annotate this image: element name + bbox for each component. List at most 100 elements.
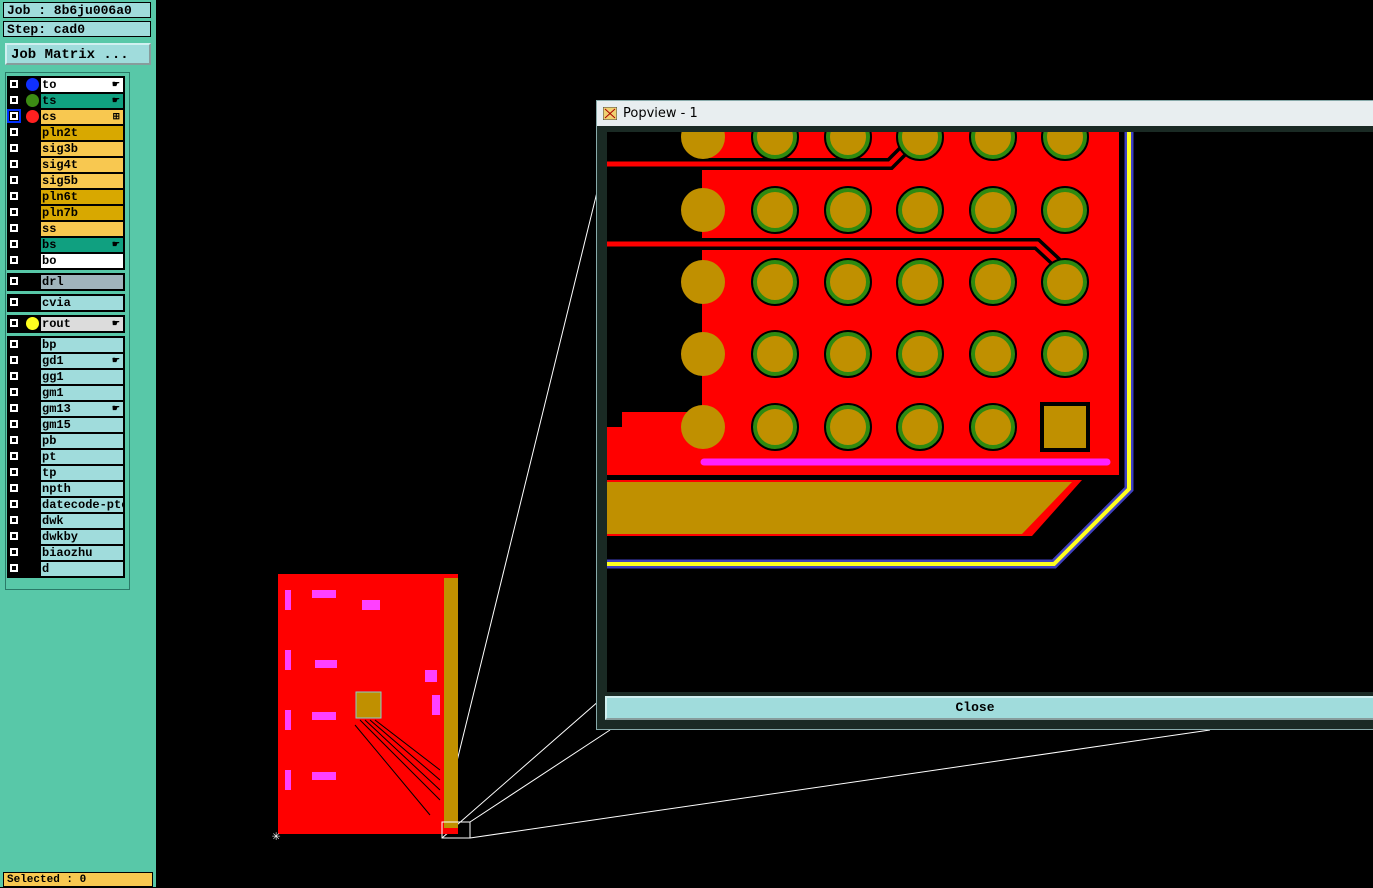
layer-checkbox[interactable]: [9, 499, 19, 509]
layer-checkbox[interactable]: [9, 387, 19, 397]
layer-row-biaozhu[interactable]: biaozhu: [7, 546, 125, 560]
layer-name[interactable]: sig3b: [41, 142, 123, 156]
layer-name[interactable]: gd1 ☛: [41, 354, 123, 368]
layer-checkbox[interactable]: [9, 239, 19, 249]
layer-checkbox[interactable]: [9, 531, 19, 541]
layer-name[interactable]: gg1: [41, 370, 123, 384]
popview-titlebar[interactable]: Popview - 1: [597, 101, 1373, 126]
layer-checkbox[interactable]: [9, 339, 19, 349]
layer-row-sig5b[interactable]: sig5b: [7, 174, 125, 188]
layer-row-gm1[interactable]: gm1: [7, 386, 125, 400]
layer-name[interactable]: bs ☛: [41, 238, 123, 252]
layer-checkbox[interactable]: [9, 95, 19, 105]
layer-checkbox[interactable]: [9, 143, 19, 153]
layer-name[interactable]: pln2t: [41, 126, 123, 140]
close-button[interactable]: Close: [605, 696, 1373, 720]
layer-row-pb[interactable]: pb: [7, 434, 125, 448]
layer-checkbox[interactable]: [9, 191, 19, 201]
layer-checkbox[interactable]: [9, 451, 19, 461]
popview-canvas[interactable]: [607, 132, 1373, 692]
layer-row-ts[interactable]: ts ☛: [7, 94, 125, 108]
layer-name[interactable]: gm15: [41, 418, 123, 432]
layer-row-bs[interactable]: bs ☛: [7, 238, 125, 252]
layer-row-dwkby[interactable]: dwkby: [7, 530, 125, 544]
layer-row-pln7b[interactable]: pln7b: [7, 206, 125, 220]
layer-checkbox[interactable]: [9, 435, 19, 445]
layer-name[interactable]: d: [41, 562, 123, 576]
layer-row-gg1[interactable]: gg1: [7, 370, 125, 384]
layer-checkbox[interactable]: [9, 371, 19, 381]
layer-name[interactable]: dwkby: [41, 530, 123, 544]
layer-row-cvia[interactable]: cvia: [7, 296, 125, 310]
layer-row-dwk[interactable]: dwk: [7, 514, 125, 528]
layer-row-pt[interactable]: pt: [7, 450, 125, 464]
layer-row-drl[interactable]: drl: [7, 275, 125, 289]
layer-row-pln2t[interactable]: pln2t: [7, 126, 125, 140]
layer-row-datecode-ptc[interactable]: datecode-ptc: [7, 498, 125, 512]
layer-row-gm13[interactable]: gm13 ☛: [7, 402, 125, 416]
layer-checkbox[interactable]: [9, 467, 19, 477]
layer-name[interactable]: tp: [41, 466, 123, 480]
layer-row-d[interactable]: d: [7, 562, 125, 576]
layer-color-dot-icon[interactable]: [26, 94, 39, 107]
layer-name[interactable]: cvia: [41, 296, 123, 310]
layer-name[interactable]: pln7b: [41, 206, 123, 220]
layer-checkbox[interactable]: [9, 483, 19, 493]
layer-checkbox[interactable]: [9, 276, 19, 286]
layer-checkbox[interactable]: [9, 419, 19, 429]
layer-checkbox[interactable]: [9, 515, 19, 525]
layer-checkbox[interactable]: [9, 207, 19, 217]
layer-checkbox[interactable]: [9, 255, 19, 265]
layer-row-cs[interactable]: cs ⊞: [7, 109, 125, 124]
layer-color-dot-icon[interactable]: [26, 78, 39, 91]
layer-checkbox[interactable]: [9, 223, 19, 233]
layer-row-gm15[interactable]: gm15: [7, 418, 125, 432]
layer-name[interactable]: drl: [41, 275, 123, 289]
layer-name[interactable]: pln6t: [41, 190, 123, 204]
layer-row-tp[interactable]: tp: [7, 466, 125, 480]
layer-row-gd1[interactable]: gd1 ☛: [7, 354, 125, 368]
layer-row-to[interactable]: to ☛: [7, 78, 125, 92]
layer-row-bo[interactable]: bo: [7, 254, 125, 268]
layer-name[interactable]: to ☛: [41, 78, 123, 92]
layer-name[interactable]: biaozhu: [41, 546, 123, 560]
layer-checkbox[interactable]: [9, 318, 19, 328]
layer-name[interactable]: bp: [41, 338, 123, 352]
layer-row-ss[interactable]: ss: [7, 222, 125, 236]
layer-color-dot-icon[interactable]: [26, 110, 39, 123]
layer-name[interactable]: gm13 ☛: [41, 402, 123, 416]
layer-name[interactable]: bo: [41, 254, 123, 268]
layer-checkbox[interactable]: [9, 127, 19, 137]
layer-row-bp[interactable]: bp: [7, 338, 125, 352]
layer-name[interactable]: gm1: [41, 386, 123, 400]
board-thumbnail[interactable]: ✳: [272, 574, 471, 844]
layer-name[interactable]: sig4t: [41, 158, 123, 172]
layer-name[interactable]: pb: [41, 434, 123, 448]
layer-checkbox[interactable]: [9, 547, 19, 557]
layer-checkbox[interactable]: [9, 159, 19, 169]
layer-row-pln6t[interactable]: pln6t: [7, 190, 125, 204]
layer-row-sig4t[interactable]: sig4t: [7, 158, 125, 172]
layer-row-sig3b[interactable]: sig3b: [7, 142, 125, 156]
layer-name[interactable]: pt: [41, 450, 123, 464]
layer-checkbox[interactable]: [7, 109, 21, 123]
layer-checkbox[interactable]: [9, 297, 19, 307]
layer-row-npth[interactable]: npth: [7, 482, 125, 496]
layer-name[interactable]: ts ☛: [41, 94, 123, 108]
layer-checkbox[interactable]: [9, 403, 19, 413]
layer-name[interactable]: ss: [41, 222, 123, 236]
layer-name[interactable]: cs ⊞: [41, 110, 123, 124]
layer-checkbox[interactable]: [9, 175, 19, 185]
layer-color-dot-icon[interactable]: [26, 317, 39, 330]
job-matrix-button[interactable]: Job Matrix ...: [5, 43, 151, 65]
layer-checkbox[interactable]: [9, 563, 19, 573]
layer-name[interactable]: rout ☛: [41, 317, 123, 331]
layer-name[interactable]: datecode-ptc: [41, 498, 123, 512]
layer-row-rout[interactable]: rout ☛: [7, 317, 125, 331]
layer-name[interactable]: dwk: [41, 514, 123, 528]
layer-name[interactable]: npth: [41, 482, 123, 496]
layer-name[interactable]: sig5b: [41, 174, 123, 188]
layer-checkbox[interactable]: [9, 355, 19, 365]
layer-checkbox[interactable]: [9, 79, 19, 89]
